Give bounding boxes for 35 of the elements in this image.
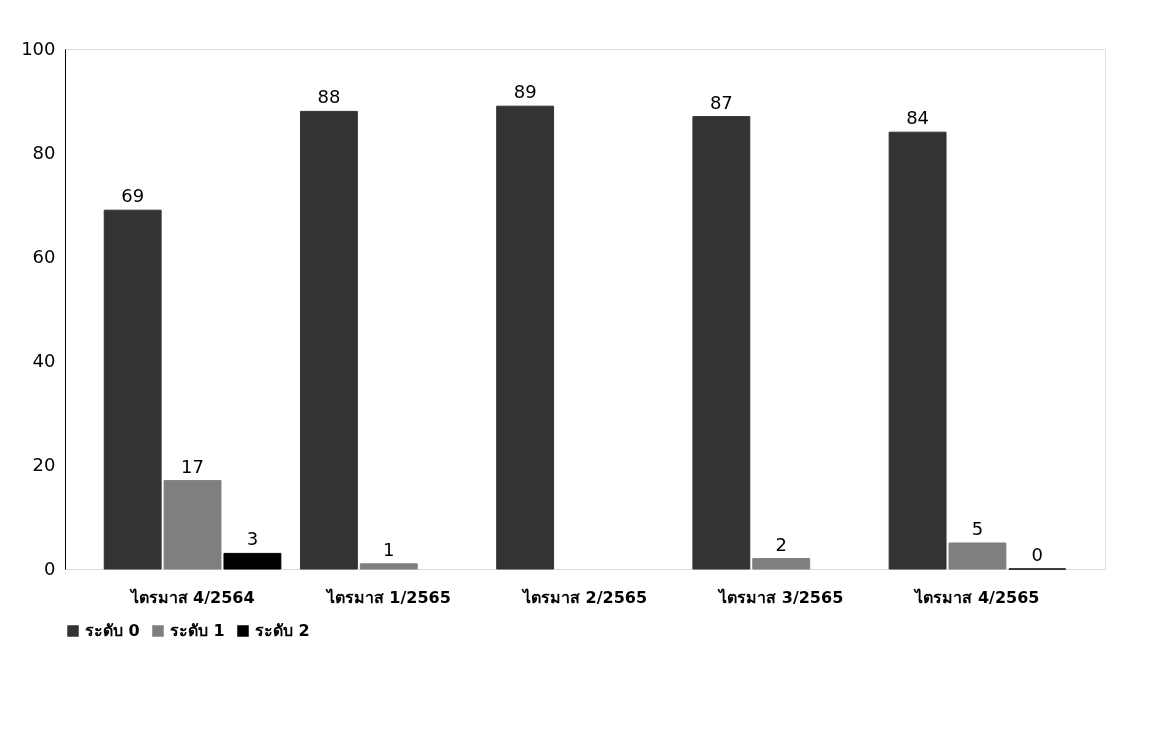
legend-label: ระดับ 0 (85, 621, 140, 640)
y-tick-label: 100 (21, 37, 56, 59)
bar (103, 209, 162, 570)
x-tick-label: ไตรมาส 2/2565 (520, 587, 648, 607)
y-tick-label: 0 (44, 557, 56, 579)
bar (692, 116, 751, 570)
y-tick-label: 40 (32, 349, 56, 371)
data-label: 1 (383, 538, 395, 560)
y-tick-label: 60 (32, 245, 56, 267)
data-label: 84 (906, 107, 930, 129)
bar (223, 552, 282, 570)
bar (299, 110, 358, 570)
data-label: 17 (181, 455, 204, 477)
legend-label: ระดับ 1 (170, 621, 225, 640)
data-label: 5 (971, 518, 984, 539)
x-tick-label: ไตรมาส 3/2565 (717, 587, 844, 607)
x-tick-label: ไตรมาส 1/2565 (324, 587, 451, 607)
data-label: 0 (1031, 544, 1044, 565)
data-label: 87 (709, 91, 733, 113)
data-label: 88 (317, 86, 341, 108)
x-tick-label: ไตรมาส 4/2564 (128, 587, 255, 607)
bar (948, 542, 1007, 570)
y-tick-label: 80 (32, 141, 56, 163)
bar (163, 480, 222, 570)
bar (888, 131, 947, 570)
bar (496, 105, 555, 570)
data-label: 89 (513, 81, 537, 103)
data-label: 69 (121, 185, 145, 207)
bar (359, 563, 418, 570)
legend-label: ระดับ 2 (255, 621, 310, 640)
x-tick-label: ไตรมาส 4/2565 (913, 587, 1040, 607)
bar (752, 558, 811, 570)
data-label: 3 (246, 528, 259, 550)
data-label: 2 (775, 533, 787, 555)
y-tick-label: 20 (32, 453, 56, 475)
